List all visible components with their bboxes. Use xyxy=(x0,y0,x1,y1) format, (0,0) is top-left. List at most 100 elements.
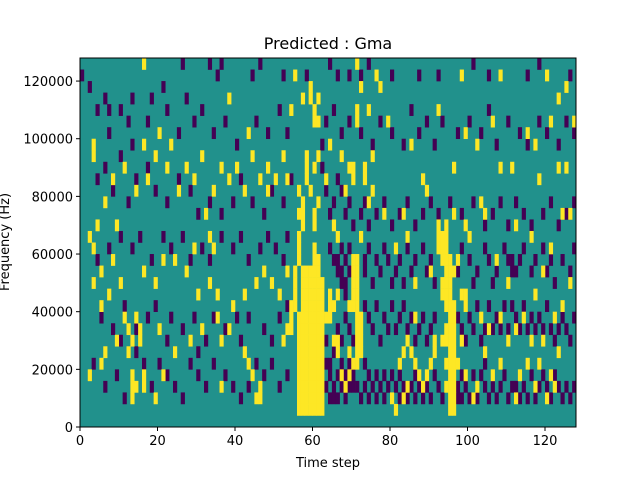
heatmap-cell-high xyxy=(227,173,232,186)
heatmap-cell-low xyxy=(401,277,406,289)
heatmap-cell-low xyxy=(118,230,123,243)
heatmap-cell-high xyxy=(548,115,554,128)
heatmap-cell-high xyxy=(320,300,325,312)
heatmap-cell-low xyxy=(362,300,368,312)
heatmap-cell-low xyxy=(114,369,120,382)
heatmap-cell-low xyxy=(490,207,495,220)
heatmap-cell-high xyxy=(231,300,236,312)
heatmap-cell-low xyxy=(490,277,495,289)
heatmap-cell-high xyxy=(196,288,201,301)
heatmap-cell-low xyxy=(545,300,550,312)
heatmap-cell-low xyxy=(556,323,561,336)
heatmap-cell-high xyxy=(316,369,321,382)
heatmap-cell-low xyxy=(525,323,530,336)
heatmap-cell-high xyxy=(324,311,329,324)
heatmap-cell-high xyxy=(448,300,453,312)
heatmap-cell-high xyxy=(308,92,313,105)
heatmap-cell-low xyxy=(397,369,402,382)
heatmap-cell-low xyxy=(169,242,174,255)
heatmap-cell-low xyxy=(258,242,263,255)
heatmap-cell-high xyxy=(211,242,216,255)
heatmap-cell-high xyxy=(266,184,271,197)
heatmap-cell-high xyxy=(448,254,453,266)
heatmap-cell-low xyxy=(328,58,333,70)
heatmap-cell-low xyxy=(459,392,464,405)
heatmap-cell-high xyxy=(246,357,251,370)
heatmap-cell-high xyxy=(347,346,352,359)
x-tick-label: 60 xyxy=(304,434,321,449)
heatmap-cell-low xyxy=(494,392,499,405)
heatmap-cell-high xyxy=(266,161,271,174)
heatmap-cell-low xyxy=(463,380,468,393)
heatmap-cell-high xyxy=(293,300,298,312)
heatmap-cell-high xyxy=(308,380,313,393)
heatmap-cell-low xyxy=(207,58,213,70)
heatmap-cell-high xyxy=(529,230,534,243)
heatmap-cell-high xyxy=(467,230,472,243)
heatmap-cell-high xyxy=(424,369,430,382)
heatmap-cell-low xyxy=(219,58,224,70)
heatmap-cell-high xyxy=(300,288,306,301)
heatmap-cell-low xyxy=(231,242,236,255)
heatmap-cell-low xyxy=(421,311,426,324)
heatmap-cell-low xyxy=(370,277,375,289)
heatmap-cell-high xyxy=(390,392,395,405)
heatmap-cell-low xyxy=(99,311,104,324)
heatmap-cell-high xyxy=(316,357,321,370)
heatmap-cell-low xyxy=(359,392,364,405)
heatmap-cell-high xyxy=(192,242,197,255)
heatmap-cell-low xyxy=(483,380,488,393)
heatmap-cell-high xyxy=(122,311,127,324)
heatmap-cell-low xyxy=(122,300,127,312)
heatmap-cell-low xyxy=(269,357,275,370)
heatmap-cell-high xyxy=(463,288,468,301)
heatmap-cell-high xyxy=(459,334,464,347)
heatmap-cell-low xyxy=(362,380,368,393)
heatmap-cell-high xyxy=(316,323,321,336)
heatmap-cell-high xyxy=(215,311,220,324)
heatmap-cell-low xyxy=(200,242,205,255)
heatmap-cell-high xyxy=(142,265,147,278)
heatmap-cell-high xyxy=(463,219,468,232)
heatmap-cell-low xyxy=(517,323,523,336)
heatmap-cell-high xyxy=(355,254,360,266)
heatmap-cell-low xyxy=(238,173,244,186)
heatmap-cell-low xyxy=(169,311,174,324)
heatmap-cell-high xyxy=(452,207,457,220)
heatmap-cell-low xyxy=(211,311,216,324)
heatmap-cell-low xyxy=(564,323,569,336)
heatmap-cell-low xyxy=(428,392,433,405)
heatmap-cell-low xyxy=(343,277,348,289)
heatmap-cell-high xyxy=(246,127,251,140)
heatmap-cell-low xyxy=(471,323,476,336)
heatmap-cell-low xyxy=(467,392,472,405)
heatmap-cell-low xyxy=(556,138,561,151)
heatmap-cell-low xyxy=(192,311,197,324)
heatmap-cell-low xyxy=(281,254,286,266)
heatmap-cell-low xyxy=(521,380,526,393)
heatmap-cell-low xyxy=(525,392,530,405)
heatmap-cell-low xyxy=(362,196,368,209)
heatmap-cell-high xyxy=(126,323,131,336)
heatmap-cell-low xyxy=(219,230,224,243)
heatmap-cell-low xyxy=(339,242,344,255)
heatmap-cell-low xyxy=(80,69,85,82)
heatmap-cell-low xyxy=(393,380,399,393)
heatmap-cell-high xyxy=(455,254,461,266)
heatmap-cell-high xyxy=(99,300,104,312)
heatmap-cell-high xyxy=(316,92,321,105)
heatmap-cell-low xyxy=(506,323,511,336)
heatmap-cell-high xyxy=(227,92,232,105)
heatmap-cell-low xyxy=(417,380,422,393)
heatmap-cell-high xyxy=(304,403,309,416)
heatmap-cell-high xyxy=(293,265,298,278)
heatmap-cell-high xyxy=(316,380,321,393)
heatmap-cell-high xyxy=(316,277,321,289)
heatmap-cell-low xyxy=(517,392,523,405)
heatmap-cell-high xyxy=(219,334,224,347)
heatmap-cell-low xyxy=(339,184,344,197)
heatmap-cell-high xyxy=(339,150,344,163)
heatmap-cell-low xyxy=(331,380,337,393)
heatmap-cell-low xyxy=(130,92,135,105)
heatmap-cell-high xyxy=(452,323,457,336)
